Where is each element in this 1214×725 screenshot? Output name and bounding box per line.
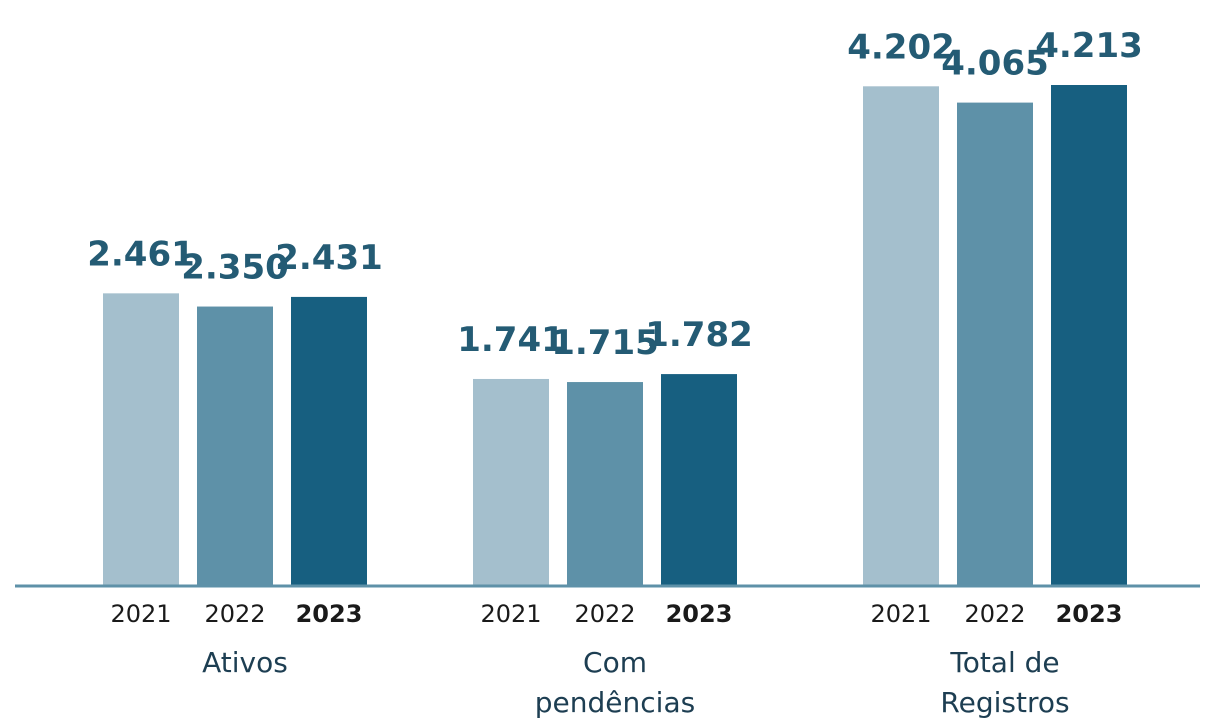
series-label: 2023	[666, 600, 733, 628]
category-label: Total de Registros	[940, 646, 1070, 719]
value-label: 1.741	[457, 320, 565, 360]
value-label: 2.461	[87, 234, 195, 274]
value-label: 4.213	[1035, 26, 1143, 66]
bar	[661, 374, 737, 586]
bar	[957, 102, 1033, 587]
series-label: 2022	[574, 600, 635, 628]
bar	[291, 296, 367, 586]
series-label: 2023	[296, 600, 363, 628]
bar	[567, 382, 643, 586]
value-label: 2.431	[275, 238, 383, 278]
series-label: 2022	[964, 600, 1025, 628]
category-label: Com pendências	[534, 646, 696, 719]
bar	[1051, 85, 1127, 586]
series-label: 2023	[1056, 600, 1123, 628]
value-label: 2.350	[181, 248, 289, 288]
value-label: 4.202	[847, 27, 955, 67]
bar	[473, 378, 549, 586]
series-label: 2021	[480, 600, 541, 628]
value-label: 4.065	[941, 44, 1049, 84]
bar	[863, 86, 939, 586]
category-label: Ativos	[202, 646, 288, 679]
bar	[197, 306, 273, 586]
series-label: 2022	[204, 600, 265, 628]
bar	[103, 293, 179, 586]
series-label: 2021	[110, 600, 171, 628]
value-label: 1.782	[645, 315, 753, 355]
value-label: 1.715	[551, 323, 659, 363]
series-label: 2021	[870, 600, 931, 628]
